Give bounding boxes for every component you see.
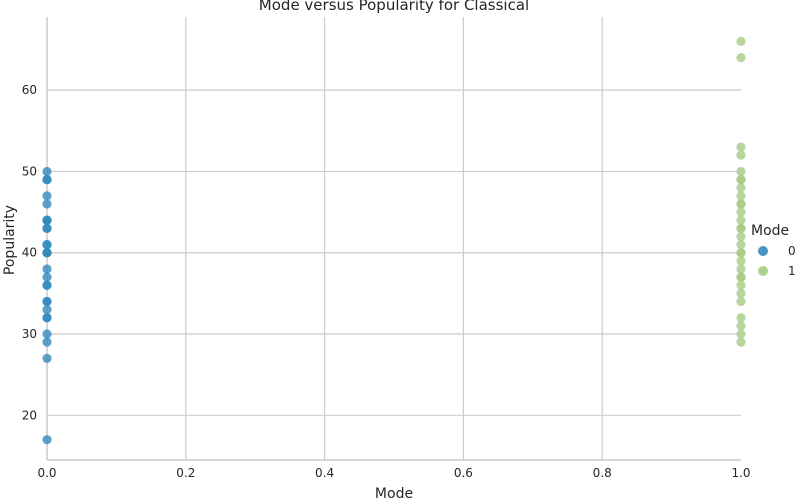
x-tick-label: 0.8 xyxy=(593,466,612,480)
y-tick-label: 20 xyxy=(22,408,37,422)
scatter-point-series-1 xyxy=(736,207,746,217)
scatter-point-series-1 xyxy=(736,223,746,233)
chart-title: Mode versus Popularity for Classical xyxy=(259,0,529,14)
y-tick-label: 60 xyxy=(22,83,37,97)
scatter-point-series-1 xyxy=(736,166,746,177)
scatter-point-series-1 xyxy=(736,272,746,282)
scatter-point-series-0 xyxy=(42,272,52,282)
scatter-point-series-0 xyxy=(42,215,52,225)
scatter-point-series-1 xyxy=(736,313,746,323)
scatter-point-series-0 xyxy=(42,264,52,274)
scatter-point-series-1 xyxy=(736,36,746,46)
legend-marker-series-0 xyxy=(758,246,768,256)
scatter-point-series-0 xyxy=(42,337,52,347)
scatter-point-series-0 xyxy=(42,329,52,339)
y-tick-label: 30 xyxy=(22,327,37,341)
scatter-point-series-1 xyxy=(736,329,746,339)
legend-marker-series-1 xyxy=(758,266,768,276)
scatter-point-series-1 xyxy=(736,191,746,201)
scatter-point-series-0 xyxy=(42,239,52,250)
scatter-point-series-1 xyxy=(736,215,746,225)
scatter-point-series-1 xyxy=(736,264,746,274)
scatter-point-series-0 xyxy=(42,435,52,445)
legend-label-series-0: 0 xyxy=(788,244,796,258)
scatter-point-series-0 xyxy=(42,248,52,258)
scatter-point-series-0 xyxy=(42,280,52,290)
legend-label-series-1: 1 xyxy=(788,264,796,278)
scatter-point-series-1 xyxy=(736,231,746,242)
scatter-point-series-0 xyxy=(42,313,52,323)
x-tick-label: 1.0 xyxy=(731,466,750,480)
scatter-point-series-0 xyxy=(42,305,52,315)
scatter-point-series-1 xyxy=(736,239,746,250)
tick-labels: 0.0 0.2 0.4 0.6 0.8 1.0 20 30 40 50 60 xyxy=(22,83,751,480)
legend: Mode 0 1 xyxy=(751,223,796,278)
axes-spines xyxy=(46,17,741,461)
scatter-point-series-0 xyxy=(42,166,52,177)
scatter-point-series-1 xyxy=(736,199,746,209)
y-tick-label: 50 xyxy=(22,164,37,178)
scatter-point-series-1 xyxy=(736,150,746,160)
grid-lines xyxy=(47,17,741,460)
data-points xyxy=(42,36,746,445)
scatter-point-series-0 xyxy=(42,199,52,209)
scatter-point-series-1 xyxy=(736,174,746,185)
scatter-point-series-1 xyxy=(736,142,746,152)
x-axis-label: Mode xyxy=(375,486,413,500)
scatter-point-series-1 xyxy=(736,256,746,266)
scatter-point-series-0 xyxy=(42,174,52,185)
scatter-point-series-1 xyxy=(736,53,746,63)
scatter-point-series-0 xyxy=(42,191,52,201)
x-tick-label: 0.4 xyxy=(315,466,334,480)
scatter-point-series-1 xyxy=(736,337,746,347)
scatter-point-series-1 xyxy=(736,296,746,307)
x-tick-label: 0.2 xyxy=(176,466,195,480)
scatter-point-series-1 xyxy=(736,280,746,290)
scatter-point-series-1 xyxy=(736,288,746,298)
x-tick-label: 0.0 xyxy=(37,466,56,480)
x-tick-label: 0.6 xyxy=(454,466,473,480)
scatter-point-series-0 xyxy=(42,296,52,307)
scatter-point-series-1 xyxy=(736,321,746,331)
scatter-point-series-0 xyxy=(42,353,52,363)
y-tick-label: 40 xyxy=(22,246,37,260)
y-axis-label: Popularity xyxy=(2,205,18,275)
legend-title: Mode xyxy=(751,223,789,239)
scatter-point-series-0 xyxy=(42,223,52,233)
scatter-point-series-1 xyxy=(736,183,746,193)
scatter-point-series-1 xyxy=(736,248,746,258)
